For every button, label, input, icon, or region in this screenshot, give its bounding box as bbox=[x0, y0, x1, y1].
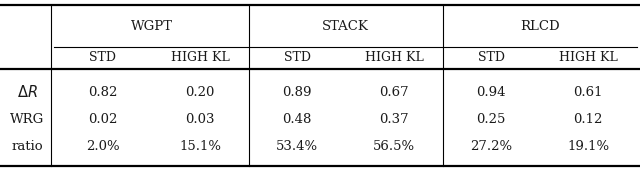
Text: 0.82: 0.82 bbox=[88, 86, 118, 99]
Text: 0.25: 0.25 bbox=[477, 113, 506, 126]
Text: 0.12: 0.12 bbox=[573, 113, 603, 126]
Text: ratio: ratio bbox=[12, 140, 43, 153]
Text: 19.1%: 19.1% bbox=[567, 140, 609, 153]
Text: 27.2%: 27.2% bbox=[470, 140, 512, 153]
Text: WRG: WRG bbox=[10, 113, 44, 126]
Text: 0.94: 0.94 bbox=[476, 86, 506, 99]
Text: 0.61: 0.61 bbox=[573, 86, 603, 99]
Text: STD: STD bbox=[284, 51, 310, 64]
Text: HIGH KL: HIGH KL bbox=[365, 51, 424, 64]
Text: 0.37: 0.37 bbox=[380, 113, 409, 126]
Text: 0.02: 0.02 bbox=[88, 113, 118, 126]
Text: RLCD: RLCD bbox=[520, 20, 559, 33]
Text: 15.1%: 15.1% bbox=[179, 140, 221, 153]
Text: 0.03: 0.03 bbox=[185, 113, 215, 126]
Text: STACK: STACK bbox=[322, 20, 369, 33]
Text: HIGH KL: HIGH KL bbox=[171, 51, 229, 64]
Text: 0.67: 0.67 bbox=[380, 86, 409, 99]
Text: 2.0%: 2.0% bbox=[86, 140, 120, 153]
Text: HIGH KL: HIGH KL bbox=[559, 51, 618, 64]
Text: 0.20: 0.20 bbox=[186, 86, 214, 99]
Text: STD: STD bbox=[90, 51, 116, 64]
Text: WGPT: WGPT bbox=[131, 20, 172, 33]
Text: $\Delta R$: $\Delta R$ bbox=[17, 84, 38, 100]
Text: 0.89: 0.89 bbox=[282, 86, 312, 99]
Text: 53.4%: 53.4% bbox=[276, 140, 318, 153]
Text: 0.48: 0.48 bbox=[282, 113, 312, 126]
Text: 56.5%: 56.5% bbox=[373, 140, 415, 153]
Text: STD: STD bbox=[477, 51, 505, 64]
